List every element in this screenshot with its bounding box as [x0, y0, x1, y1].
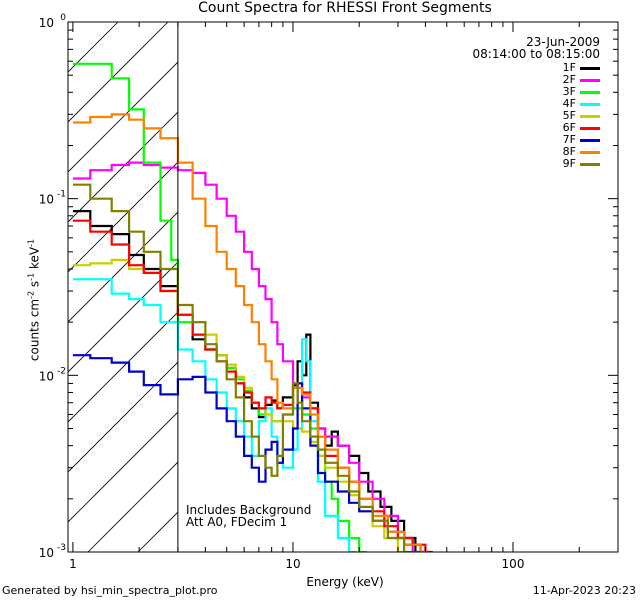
legend-item-4f: 4F [540, 98, 600, 110]
hatch-line [68, 311, 178, 423]
hatch-line [68, 261, 178, 373]
y-tick-exponent: -1 [57, 190, 66, 200]
y-tick-label: 10 [39, 546, 54, 560]
legend-label: 3F [562, 85, 576, 98]
hatch-line [68, 361, 178, 473]
legend-label: 4F [562, 97, 576, 110]
legend-item-1f: 1F [540, 62, 600, 74]
series-1f-line [72, 210, 423, 552]
y-tick-label: 10 [39, 16, 54, 30]
legend-label: 5F [562, 109, 576, 122]
legend-item-6f: 6F [540, 122, 600, 134]
legend-item-3f: 3F [540, 86, 600, 98]
generated-by-footer: Generated by hsi_min_spectra_plot.pro [2, 584, 218, 597]
y-tick-exponent: -3 [57, 543, 66, 553]
plot-frame [67, 21, 619, 553]
legend-label: 6F [562, 121, 576, 134]
y-axis-label: counts cm-2 s-1 keV-1 [26, 238, 42, 362]
x-tick-label: 100 [502, 557, 525, 571]
hatch-line [68, 411, 178, 523]
hatch-line [68, 22, 169, 123]
series-2f-line [72, 161, 420, 552]
legend-item-8f: 8F [540, 146, 600, 158]
y-tick-label: 10 [39, 193, 54, 207]
x-axis-label: Energy (keV) [306, 575, 384, 589]
hatch-line [68, 211, 178, 323]
timestamp-footer: 11-Apr-2023 20:23 [532, 584, 636, 597]
time-range: 08:14:00 to 08:15:00 [472, 47, 600, 61]
legend-label: 8F [562, 145, 576, 158]
legend-swatch [580, 151, 600, 154]
legend-item-7f: 7F [540, 134, 600, 146]
x-tick-label: 10 [285, 557, 300, 571]
legend-item-9f: 9F [540, 158, 600, 170]
series-8f-line [72, 113, 428, 552]
legend-swatch [580, 91, 600, 94]
legend-swatch [580, 139, 600, 142]
series-layer [72, 62, 433, 552]
legend-label: 2F [562, 73, 576, 86]
background-note: Includes Background [186, 503, 312, 517]
x-tick-label: 1 [69, 557, 77, 571]
hatch-line [68, 22, 119, 73]
observation-date: 23-Jun-2009 [526, 35, 600, 49]
chart-title: Count Spectra for RHESSI Front Segments [198, 0, 492, 16]
y-tick-exponent: -2 [57, 366, 66, 376]
legend-swatch [580, 79, 600, 82]
legend-label: 1F [562, 61, 576, 74]
legend-label: 7F [562, 133, 576, 146]
legend-swatch [580, 103, 600, 106]
series-7f-line [72, 354, 428, 552]
legend-item-2f: 2F [540, 74, 600, 86]
y-tick-exponent: 0 [60, 13, 66, 23]
series-9f-line [72, 183, 412, 552]
hatch-line [68, 161, 178, 273]
y-tick-label: 10 [39, 369, 54, 383]
legend-item-5f: 5F [540, 110, 600, 122]
legend-label: 9F [562, 157, 576, 170]
legend-swatch [580, 127, 600, 130]
hatch-line [87, 461, 178, 552]
legend-swatch [580, 163, 600, 166]
legend-swatch [580, 115, 600, 118]
series-3f-line [72, 62, 367, 552]
attenuator-note: Att A0, FDecim 1 [186, 515, 288, 529]
legend-swatch [580, 67, 600, 70]
